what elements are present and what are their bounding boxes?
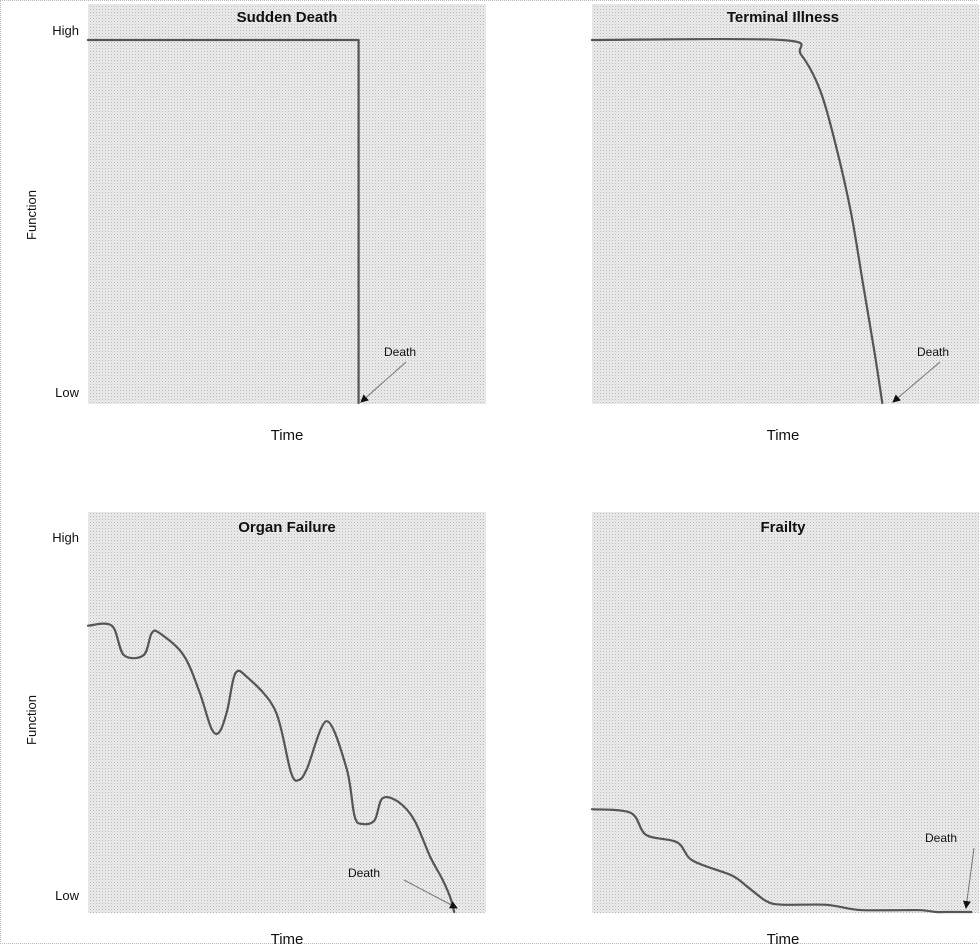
chart-title: Frailty [760, 519, 806, 536]
y-tick-low: Low [55, 888, 79, 903]
y-tick-low: Low [55, 385, 79, 400]
panel-terminal-illness: Terminal Illness Time Death [590, 4, 979, 444]
panel-sudden-death: Sudden Death High Low Function Time Deat… [24, 4, 486, 444]
trajectory-line [590, 808, 973, 914]
trajectory-line [86, 622, 456, 914]
chart-title: Sudden Death [237, 9, 338, 26]
plot-area [88, 512, 486, 913]
chart-title: Organ Failure [238, 519, 336, 536]
y-axis-label: Function [24, 190, 39, 240]
trajectory-line [590, 37, 884, 405]
death-annotation: Death [925, 831, 957, 845]
panel-frailty: Frailty Time Death [590, 512, 979, 948]
death-arrow [962, 847, 975, 909]
panel-organ-failure: Organ Failure High Low Function Time Dea… [24, 512, 486, 948]
death-annotation: Death [384, 345, 416, 359]
x-axis-label: Time [271, 931, 304, 948]
plot-area [592, 512, 979, 913]
plot-area [88, 4, 486, 404]
x-axis-label: Time [767, 931, 800, 948]
chart-title: Terminal Illness [727, 9, 839, 26]
x-axis-label: Time [767, 427, 800, 444]
x-axis-label: Time [271, 427, 304, 444]
death-arrow [892, 361, 941, 403]
y-axis-label: Function [24, 695, 39, 745]
death-annotation: Death [348, 866, 380, 880]
death-annotation: Death [917, 345, 949, 359]
death-arrow [360, 361, 407, 403]
plot-area [592, 4, 979, 404]
death-arrow [403, 879, 458, 909]
y-tick-high: High [52, 530, 79, 545]
trajectory-line [86, 38, 360, 405]
y-tick-high: High [52, 23, 79, 38]
